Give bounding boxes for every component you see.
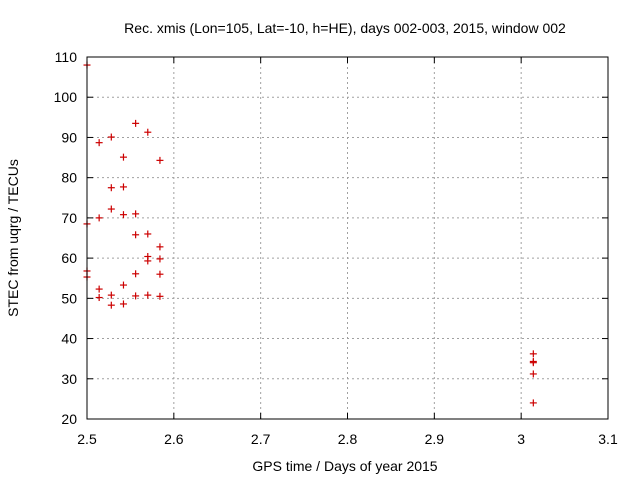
y-tick-label: 100 [54, 89, 78, 105]
data-point [107, 205, 115, 213]
data-point [107, 291, 115, 299]
x-tick-label: 2.9 [425, 431, 445, 447]
data-point [119, 153, 127, 161]
x-tick-label: 2.5 [77, 431, 97, 447]
data-point [107, 184, 115, 192]
y-tick-label: 60 [61, 250, 77, 266]
data-point [144, 257, 152, 265]
data-point [119, 183, 127, 191]
x-tick-label: 2.6 [164, 431, 184, 447]
data-point [144, 291, 152, 299]
y-tick-label: 40 [61, 331, 77, 347]
chart-title: Rec. xmis (Lon=105, Lat=-10, h=HE), days… [124, 20, 566, 36]
x-tick-label: 3.1 [598, 431, 618, 447]
data-point [529, 350, 537, 358]
data-point [156, 156, 164, 164]
x-tick-label: 2.8 [338, 431, 358, 447]
data-point [119, 281, 127, 289]
y-axis-label: STEC from uqrg / TECUs [5, 159, 21, 317]
data-point [119, 211, 127, 219]
plot-frame [86, 56, 609, 420]
data-point [119, 300, 127, 308]
data-point [144, 230, 152, 238]
data-point [95, 285, 103, 293]
data-point [132, 119, 140, 127]
data-point [107, 301, 115, 309]
data-point [95, 139, 103, 147]
y-tick-label: 90 [61, 129, 77, 145]
data-point [156, 270, 164, 278]
data-point [156, 255, 164, 263]
tick-labels: 2.5 2.6 2.7 2.8 2.9 3 3.1 20 30 40 50 60 70 80 90 100 11… [54, 49, 618, 447]
y-tick-label: 50 [61, 290, 77, 306]
data-point [529, 359, 537, 367]
data-point [132, 210, 140, 218]
grid-lines [87, 57, 608, 419]
data-point [132, 231, 140, 239]
y-tick-label: 20 [61, 411, 77, 427]
data-points [83, 61, 537, 407]
data-point [95, 294, 103, 302]
data-point [529, 399, 537, 407]
y-tick-label: 110 [55, 49, 78, 65]
x-tick-label: 2.7 [251, 431, 271, 447]
x-tick-label: 3 [517, 431, 525, 447]
data-point [95, 214, 103, 222]
y-tick-label: 70 [61, 210, 77, 226]
data-point [156, 243, 164, 251]
data-point [107, 133, 115, 141]
y-tick-label: 80 [61, 170, 77, 186]
data-point [144, 128, 152, 136]
data-point [156, 292, 164, 300]
y-tick-label: 30 [61, 371, 77, 387]
data-point [132, 292, 140, 300]
x-axis-label: GPS time / Days of year 2015 [252, 458, 437, 474]
data-point [132, 270, 140, 278]
data-point [529, 370, 537, 378]
